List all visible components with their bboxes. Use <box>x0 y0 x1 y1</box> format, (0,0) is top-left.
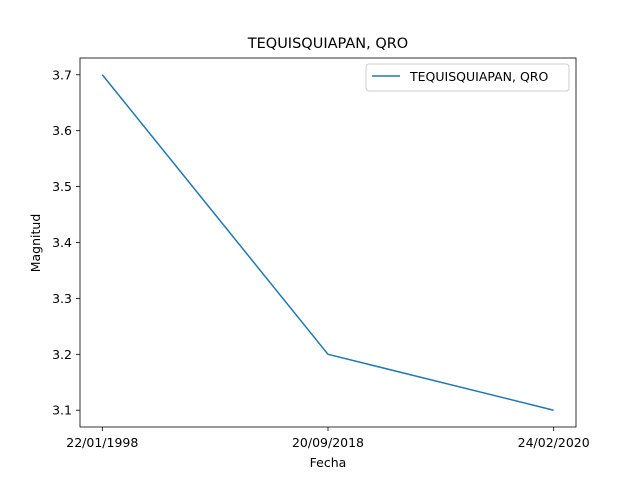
y-tick-label: 3.6 <box>52 123 72 138</box>
y-axis: 3.1 3.2 3.3 3.4 3.5 3.6 3.7 <box>52 67 80 418</box>
chart-title: TEQUISQUIAPAN, QRO <box>247 36 408 52</box>
plot-frame <box>79 57 577 428</box>
series-line <box>101 74 554 411</box>
x-tick-label: 22/01/1998 <box>66 435 138 450</box>
y-axis-label: Magnitud <box>28 214 43 273</box>
y-tick-label: 3.3 <box>52 291 72 306</box>
x-axis-label: Fecha <box>310 455 347 470</box>
x-tick-label: 20/09/2018 <box>292 435 364 450</box>
legend-box <box>365 63 570 92</box>
x-tick-label: 24/02/2020 <box>518 435 590 450</box>
y-tick-label: 3.4 <box>52 235 72 250</box>
x-axis: 22/01/1998 20/09/2018 24/02/2020 <box>66 427 590 450</box>
y-tick-label: 3.1 <box>52 403 72 418</box>
legend-label: TEQUISQUIAPAN, QRO <box>409 69 548 84</box>
y-tick-label: 3.5 <box>52 179 72 194</box>
y-tick-label: 3.2 <box>52 347 72 362</box>
y-tick-label: 3.7 <box>52 67 72 82</box>
plot-background <box>80 58 576 427</box>
legend: TEQUISQUIAPAN, QRO <box>365 63 570 92</box>
